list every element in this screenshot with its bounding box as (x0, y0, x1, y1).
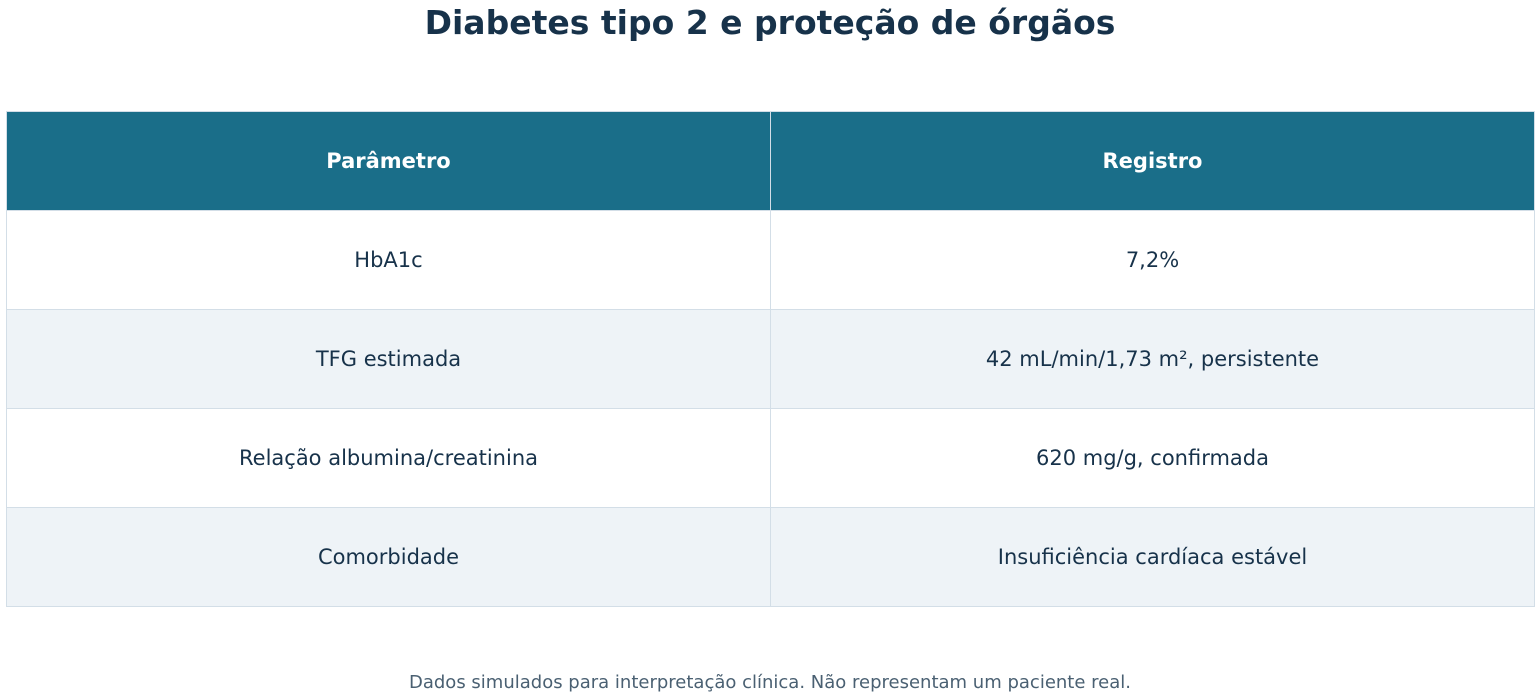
table-row: TFG estimada 42 mL/min/1,73 m², persisten… (6, 309, 1535, 409)
table-row: Relação albumina/creatinina 620 mg/g, con… (6, 408, 1535, 508)
table-row: Comorbidade Insuficiência cardíaca estáve… (6, 507, 1535, 607)
footnote: Dados simulados para interpretação clíni… (408, 672, 1131, 693)
table-cell: Relação albumina/creatinina (6, 408, 771, 508)
table-cell: Comorbidade (6, 507, 771, 607)
table-cell: 42 mL/min/1,73 m², persistente (770, 309, 1535, 409)
table-cell: 620 mg/g, confirmada (770, 408, 1535, 508)
data-table: Parâmetro Registro HbA1c 7,2% TFG estimada 4… (6, 111, 1535, 607)
column-header: Parâmetro (6, 111, 771, 211)
table-cell: Insuficiência cardíaca estável (770, 507, 1535, 607)
header-row: Parâmetro Registro (6, 111, 1535, 211)
table-cell: 7,2% (770, 210, 1535, 310)
title: Diabetes tipo 2 e proteção de órgãos (424, 3, 1116, 42)
table-cell: TFG estimada (6, 309, 771, 409)
table-cell: HbA1c (6, 210, 771, 310)
column-header: Registro (770, 111, 1535, 211)
table-row: HbA1c 7,2% (6, 210, 1535, 310)
table-body: HbA1c 7,2% TFG estimada 42 mL/min/1,73 m², … (6, 210, 1535, 607)
